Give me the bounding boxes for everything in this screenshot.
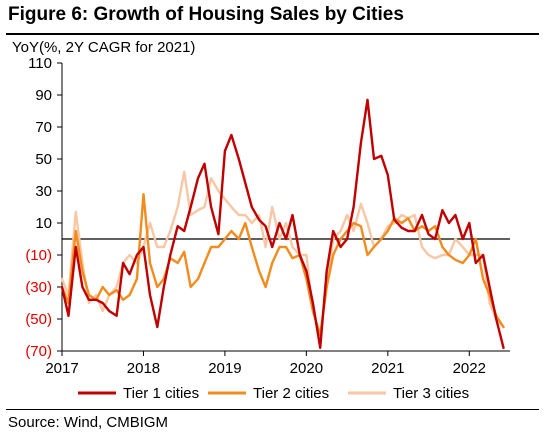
y-tick-label: 10 [35, 215, 52, 232]
series-line-3 [60, 170, 505, 337]
y-tick-label: 30 [35, 183, 52, 200]
legend: Tier 1 cities Tier 2 cities Tier 3 cities [78, 385, 469, 402]
legend-label: Tier 2 cities [253, 385, 329, 402]
x-tick-label: 2019 [208, 360, 241, 377]
y-tick-label: 90 [35, 87, 52, 104]
source-note: Source: Wind, CMBIGM [8, 414, 169, 431]
y-tick-label: 110 [28, 55, 52, 72]
y-tick-label: 70 [35, 119, 52, 136]
y-tick-label: (30) [25, 279, 52, 296]
series-line-2 [60, 192, 505, 337]
y-tick-label: (10) [25, 247, 52, 264]
x-ticks: 2017 2018 2019 2020 2021 2022 [45, 350, 510, 377]
x-tick-label: 2022 [453, 360, 486, 377]
x-tick-label: 2020 [290, 360, 323, 377]
y-axis-label: YoY(%, 2Y CAGR for 2021) [12, 39, 195, 56]
y-tick-label: (50) [25, 311, 52, 328]
series-lines [60, 98, 505, 349]
x-tick-label: 2018 [127, 360, 160, 377]
source-rule [6, 409, 539, 410]
series-line-1 [60, 98, 505, 349]
chart-title: Figure 6: Growth of Housing Sales by Cit… [8, 4, 404, 25]
title-rule [6, 33, 539, 35]
y-tick-label: (70) [25, 343, 52, 360]
x-tick-label: 2021 [371, 360, 404, 377]
y-ticks: 110 90 70 50 30 10 (10) (30) (50) (70) [25, 55, 510, 360]
y-tick-label: 50 [35, 151, 52, 168]
legend-label: Tier 1 cities [123, 385, 199, 402]
x-tick-label: 2017 [45, 360, 78, 377]
legend-label: Tier 3 cities [393, 385, 469, 402]
chart-svg: YoY(%, 2Y CAGR for 2021) 110 90 70 50 30 10 (1… [12, 39, 510, 402]
